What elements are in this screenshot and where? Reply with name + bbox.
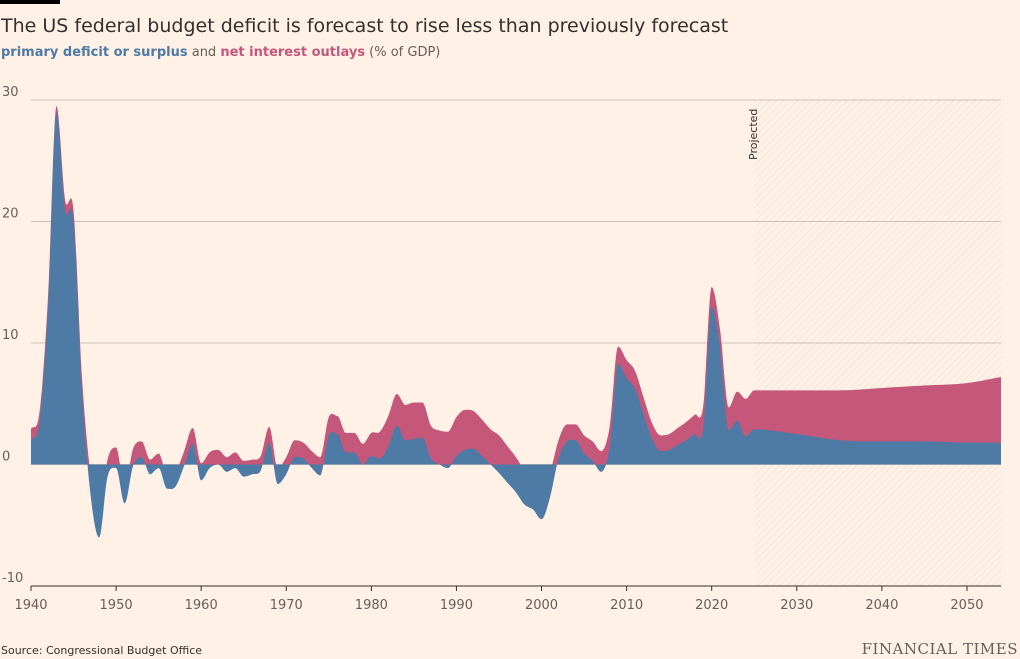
legend-and: and (187, 45, 221, 60)
area-primary-deficit-or-surplus (31, 112, 1001, 538)
source-note: Source: Congressional Budget Office (1, 644, 203, 657)
x-tick-label-2000: 2000 (525, 598, 558, 613)
projected-label: Projected (747, 109, 760, 160)
x-tick-label-1970: 1970 (270, 598, 303, 613)
brand-top-bar (0, 0, 60, 4)
legend-unit: (% of GDP) (365, 45, 441, 60)
x-tick-label-2030: 2030 (780, 598, 813, 613)
y-tick-label--10: -10 (2, 571, 23, 586)
chart-title: The US federal budget deficit is forecas… (1, 15, 729, 37)
x-tick-label-1940: 1940 (14, 598, 47, 613)
chart-subtitle: primary deficit or surplus and net inter… (1, 45, 440, 60)
x-tick-label-2040: 2040 (865, 598, 898, 613)
x-tick-label-2020: 2020 (695, 598, 728, 613)
legend-primary: primary deficit or surplus (1, 45, 188, 60)
x-tick-label-2050: 2050 (950, 598, 983, 613)
x-tick-label-1950: 1950 (100, 598, 133, 613)
x-tick-label-2010: 2010 (610, 598, 643, 613)
y-tick-label-10: 10 (2, 328, 19, 343)
y-tick-label-30: 30 (2, 85, 19, 100)
area-net-interest-outlays (31, 106, 1001, 520)
x-tick-label-1990: 1990 (440, 598, 473, 613)
y-tick-label-20: 20 (2, 207, 19, 222)
ft-logo: FINANCIAL TIMES (861, 640, 1018, 658)
x-tick-label-1980: 1980 (355, 598, 388, 613)
x-tick-label-1960: 1960 (185, 598, 218, 613)
y-tick-label-0: 0 (2, 450, 10, 465)
legend-interest: net interest outlays (220, 45, 366, 60)
